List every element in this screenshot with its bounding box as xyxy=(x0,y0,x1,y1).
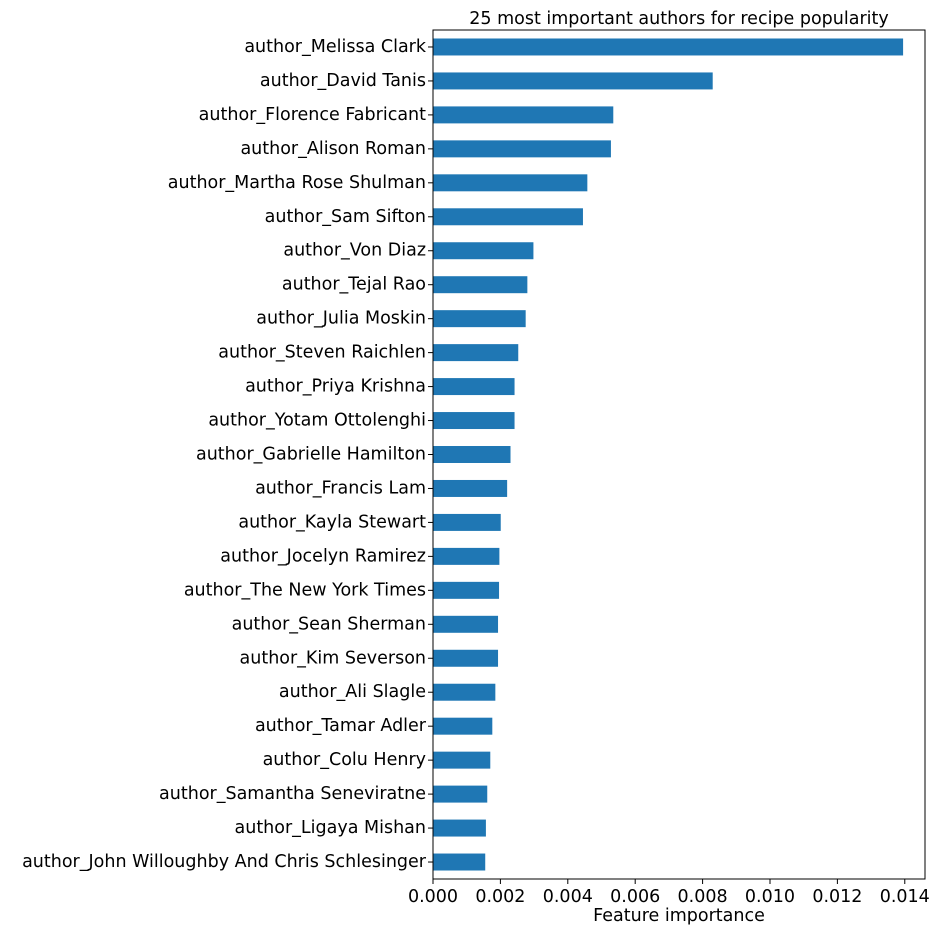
bar xyxy=(433,344,519,362)
bar xyxy=(433,242,534,260)
y-tick-label: author_Kim Severson xyxy=(240,648,426,668)
bar xyxy=(433,615,499,633)
bar xyxy=(433,751,491,769)
y-tick-label: author_Alison Roman xyxy=(240,139,426,159)
bar xyxy=(433,581,500,599)
bar xyxy=(433,174,588,192)
bar xyxy=(433,649,499,667)
y-tick-label: author_Sam Sifton xyxy=(265,207,426,227)
bar xyxy=(433,276,528,294)
y-axis: author_Melissa Clark author_David Tanis au… xyxy=(22,37,433,872)
x-tick-label: 0.010 xyxy=(745,887,795,907)
x-axis: 0.000 0.002 0.004 0.006 0.008 0.010 0.012 0.014 xyxy=(408,879,930,907)
y-tick-label: author_Tamar Adler xyxy=(255,716,427,736)
bar xyxy=(433,310,526,328)
bar xyxy=(433,785,488,803)
y-tick-label: author_Priya Krishna xyxy=(245,377,426,397)
x-tick-label: 0.000 xyxy=(408,887,458,907)
x-tick-label: 0.008 xyxy=(678,887,728,907)
bar xyxy=(433,853,486,871)
x-tick-label: 0.002 xyxy=(475,887,525,907)
bar xyxy=(433,38,904,56)
bar xyxy=(433,412,515,430)
y-tick-label: author_Jocelyn Ramirez xyxy=(220,546,426,566)
y-tick-label: author_Ali Slagle xyxy=(279,682,426,702)
x-tick-label: 0.012 xyxy=(812,887,862,907)
x-axis-title: Feature importance xyxy=(593,906,765,926)
y-tick-label: author_The New York Times xyxy=(184,580,426,600)
y-tick-label: author_Steven Raichlen xyxy=(218,343,426,363)
bar xyxy=(433,208,583,226)
y-tick-label: author_Gabrielle Hamilton xyxy=(196,445,426,465)
y-tick-label: author_David Tanis xyxy=(260,71,426,91)
x-tick-label: 0.006 xyxy=(610,887,660,907)
y-tick-label: author_Julia Moskin xyxy=(256,309,426,329)
y-tick-label: author_Francis Lam xyxy=(255,478,426,498)
bar xyxy=(433,446,511,463)
y-tick-label: author_Tejal Rao xyxy=(282,275,426,295)
bar xyxy=(433,513,501,531)
bar xyxy=(433,547,500,565)
bar xyxy=(433,378,515,396)
x-tick-label: 0.014 xyxy=(880,887,930,907)
y-tick-label: author_Melissa Clark xyxy=(244,37,427,57)
y-tick-label: author_Martha Rose Shulman xyxy=(168,173,426,193)
y-tick-label: author_John Willoughby And Chris Schlesi… xyxy=(22,852,427,872)
x-tick-label: 0.004 xyxy=(543,887,593,907)
y-tick-label: author_Colu Henry xyxy=(263,750,426,770)
bar xyxy=(433,717,493,735)
bar xyxy=(433,819,486,837)
y-tick-label: author_Von Diaz xyxy=(283,241,426,261)
y-tick-label: author_Florence Fabricant xyxy=(199,105,426,125)
chart-title: 25 most important authors for recipe pop… xyxy=(469,9,889,29)
y-tick-label: author_Ligaya Mishan xyxy=(235,818,427,838)
bar xyxy=(433,479,508,497)
y-tick-label: author_Kayla Stewart xyxy=(238,512,426,532)
y-tick-label: author_Samantha Seneviratne xyxy=(159,784,426,804)
bar xyxy=(433,140,611,158)
bar xyxy=(433,106,614,124)
y-tick-label: author_Yotam Ottolenghi xyxy=(208,411,426,431)
bar xyxy=(433,683,496,701)
bars-layer xyxy=(433,38,904,871)
y-tick-label: author_Sean Sherman xyxy=(232,614,426,634)
bar xyxy=(433,72,713,90)
